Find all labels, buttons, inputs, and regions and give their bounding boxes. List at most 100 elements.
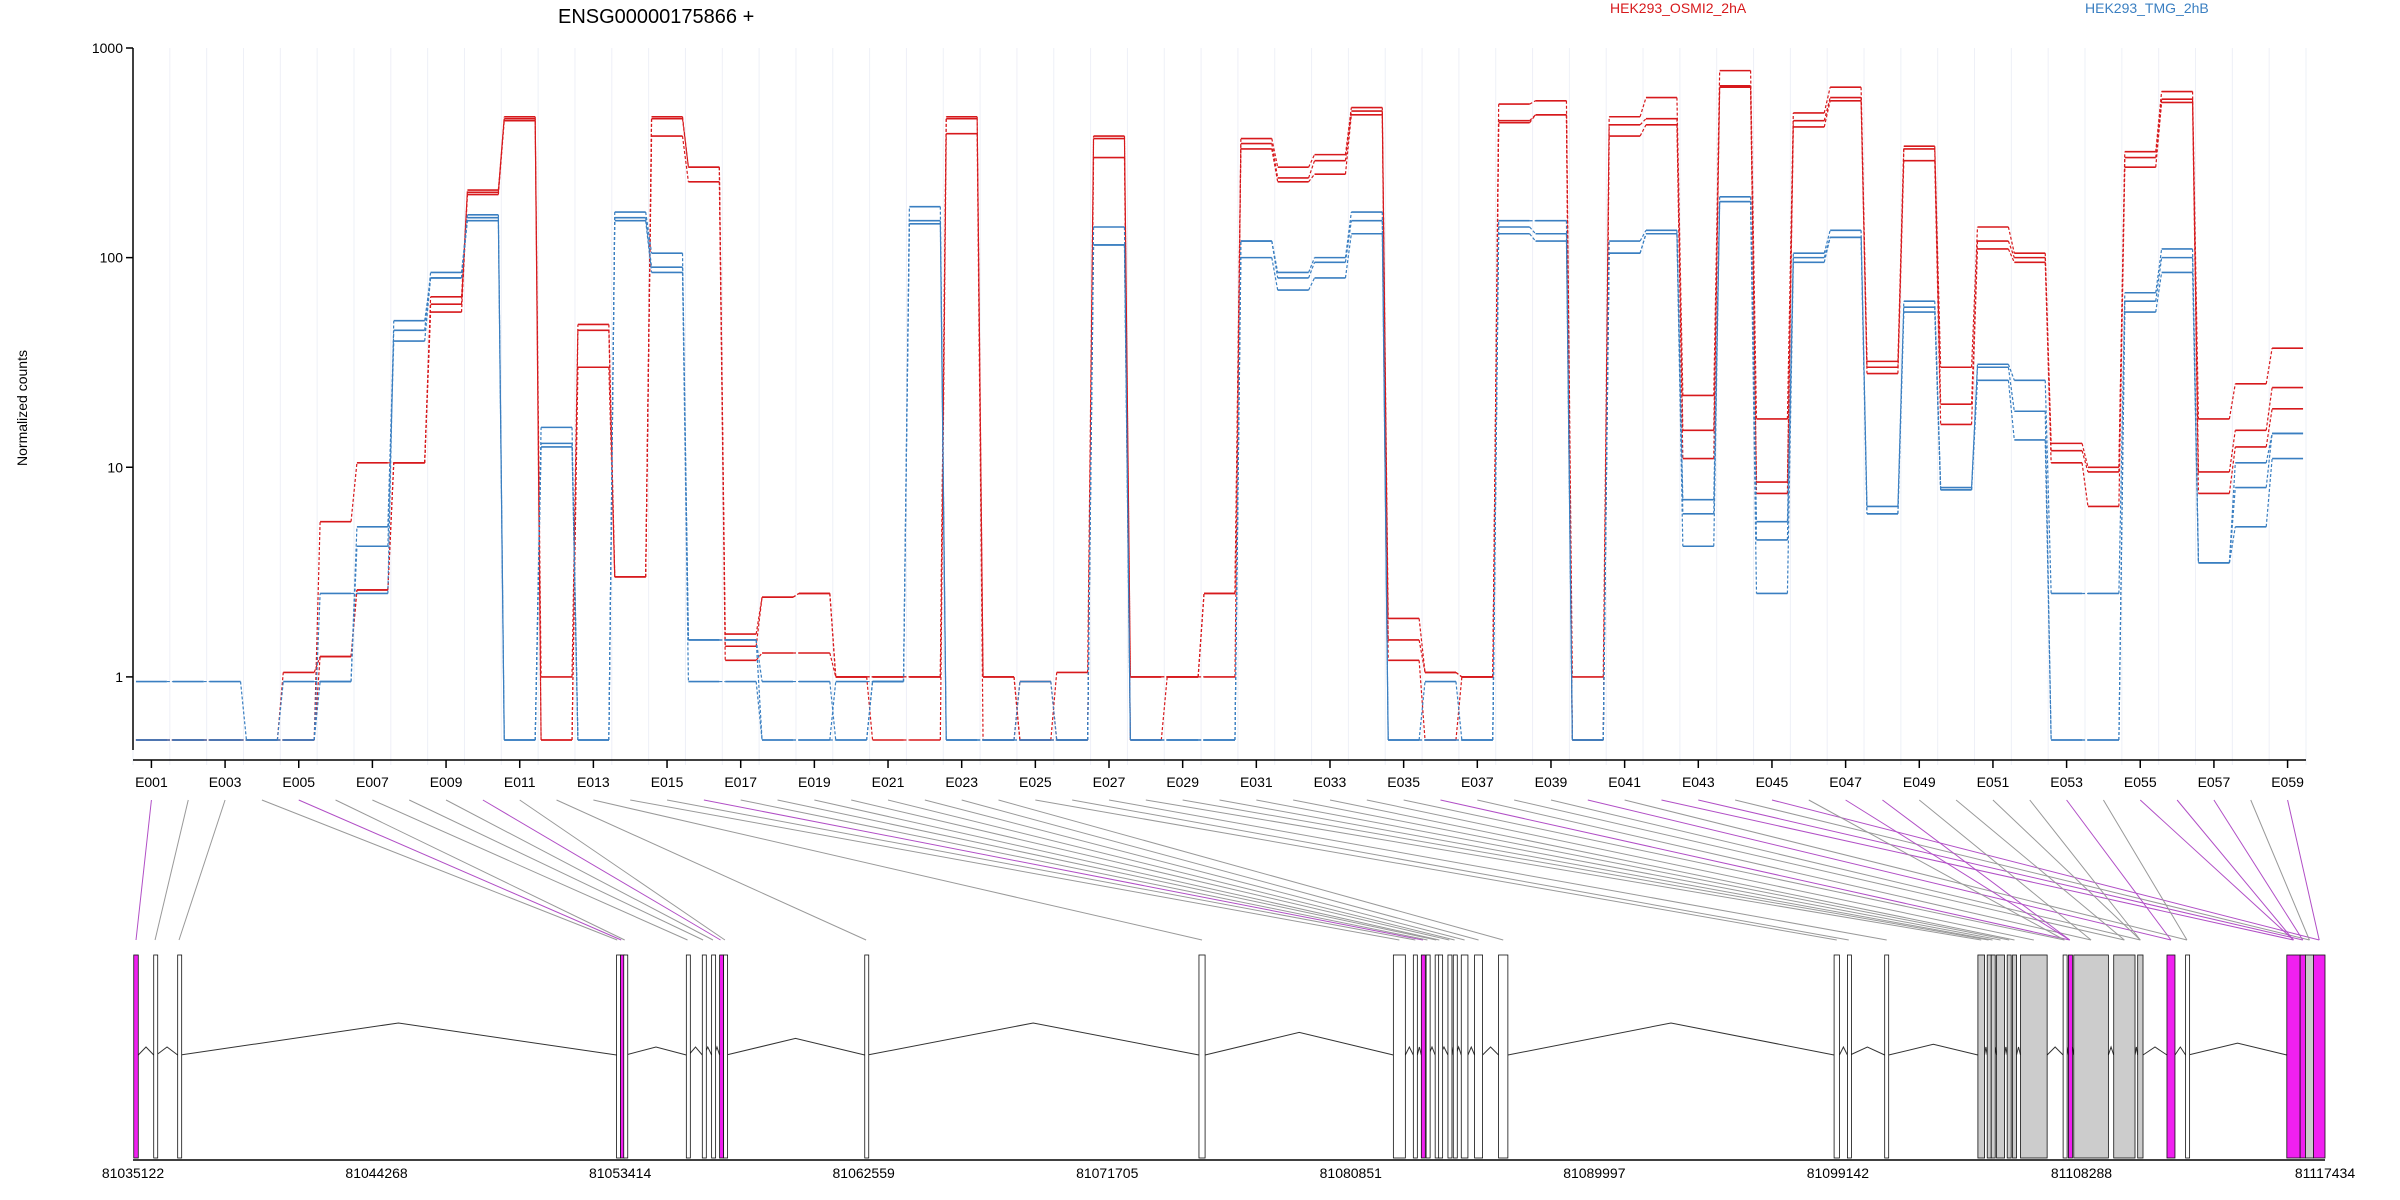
series-connector [1271,148,1279,182]
series-connector [1418,639,1426,673]
exon-box [719,954,725,1159]
series-connector [1271,143,1279,179]
intron-line [1507,1022,1835,1056]
x-tick-label: E019 [798,774,831,790]
series-connector [2265,408,2273,448]
exon-connector [1256,799,2001,941]
series-connector [608,220,616,741]
series-connector [755,597,763,635]
exon-connector [135,799,152,941]
series-connector [1897,160,1905,374]
series-connector [1123,244,1131,741]
series-connector [2155,272,2163,313]
exon-box [1498,954,1509,1159]
intron-line [137,1046,155,1056]
intron-line [1482,1046,1499,1056]
x-tick-label: E037 [1461,774,1494,790]
exon-box [623,954,629,1159]
series-connector [2044,262,2052,463]
exon-connector [1108,799,1887,941]
x-tick-label: E053 [2050,774,2083,790]
series-connector [1529,114,1536,122]
intron-line [2188,1042,2287,1056]
series-connector [2081,450,2089,473]
intron-line [2004,1046,2008,1056]
exon-box [2020,954,2048,1159]
exon-box [1833,954,1840,1159]
series-connector [497,116,505,193]
series-connector [2081,443,2089,468]
series-connector [1308,160,1316,179]
intron-line [1984,1046,1988,1056]
x-tick-label: E059 [2271,774,2304,790]
x-tick-label: E041 [1608,774,1641,790]
exon-connector [1366,799,2034,941]
exon-connector [298,799,622,941]
exon-box [2137,954,2144,1159]
series-connector [1639,230,1647,242]
series-connector [645,136,653,577]
series-connector [2044,439,2052,741]
exon-connector [961,799,1479,941]
x-tick-label: E011 [504,774,536,790]
series-connector [1529,100,1536,105]
series-connector [2118,312,2126,741]
exon-connector [1329,799,2015,941]
series-connector [1529,226,1536,235]
series-connector [1344,107,1352,155]
exon-box [2006,954,2012,1159]
series-connector [1749,87,1758,494]
exon-connector [1293,799,2010,941]
series-connector [2044,380,2052,594]
series-connector [350,546,358,682]
exon-box [1412,954,1418,1159]
exon-box [1198,954,1206,1159]
coordinate-label: 81062559 [833,1165,896,1181]
series-connector [1271,240,1279,279]
exon-connector [1661,799,2294,941]
series-connector [1308,257,1316,273]
series-connector [829,593,837,677]
series-connector [1786,126,1794,494]
exon-box [616,954,621,1159]
series-connector [1897,312,1905,514]
series-connector [1344,211,1352,258]
exon-box [2073,954,2109,1159]
series-connector [681,272,690,682]
intron-line [1467,1045,1476,1056]
exon-connector [703,799,1424,941]
series-connector [755,639,763,682]
series-connector [2081,462,2089,507]
series-connector [939,118,947,677]
x-tick-label: E049 [1903,774,1936,790]
exon-tick-labels: E001 E003 E005 E007 E009 E011 E013 E015 E017 E019… [135,760,2304,790]
plot-series-layer [135,69,2304,741]
exon-box [2068,954,2073,1159]
exon-box [723,954,729,1159]
exon-connector [1440,799,2070,941]
series-1 [135,69,2304,741]
series-connector [2228,487,2236,563]
series-connector [1786,112,1794,419]
series-connector [681,253,690,640]
series-connector [387,320,395,594]
exon-box [2062,954,2068,1159]
series-connector [1492,120,1500,677]
series-connector [2118,167,2126,507]
series-connector [2228,446,2236,494]
exon-connector [556,799,867,941]
series-connector [1087,244,1095,741]
series-5 [135,200,2304,741]
series-connector [2265,387,2273,431]
series-connector [792,592,800,598]
exon-connector [2250,799,2310,941]
x-tick-label: E035 [1387,774,1420,790]
exon-connector [519,799,726,941]
intron-line [726,1037,865,1056]
exon-connector [445,799,714,941]
series-connector [1050,672,1058,741]
intron-line [1849,1046,1885,1056]
exon-connector [630,799,1400,941]
series-connector [1308,262,1316,279]
exon-connector [1918,799,2092,941]
